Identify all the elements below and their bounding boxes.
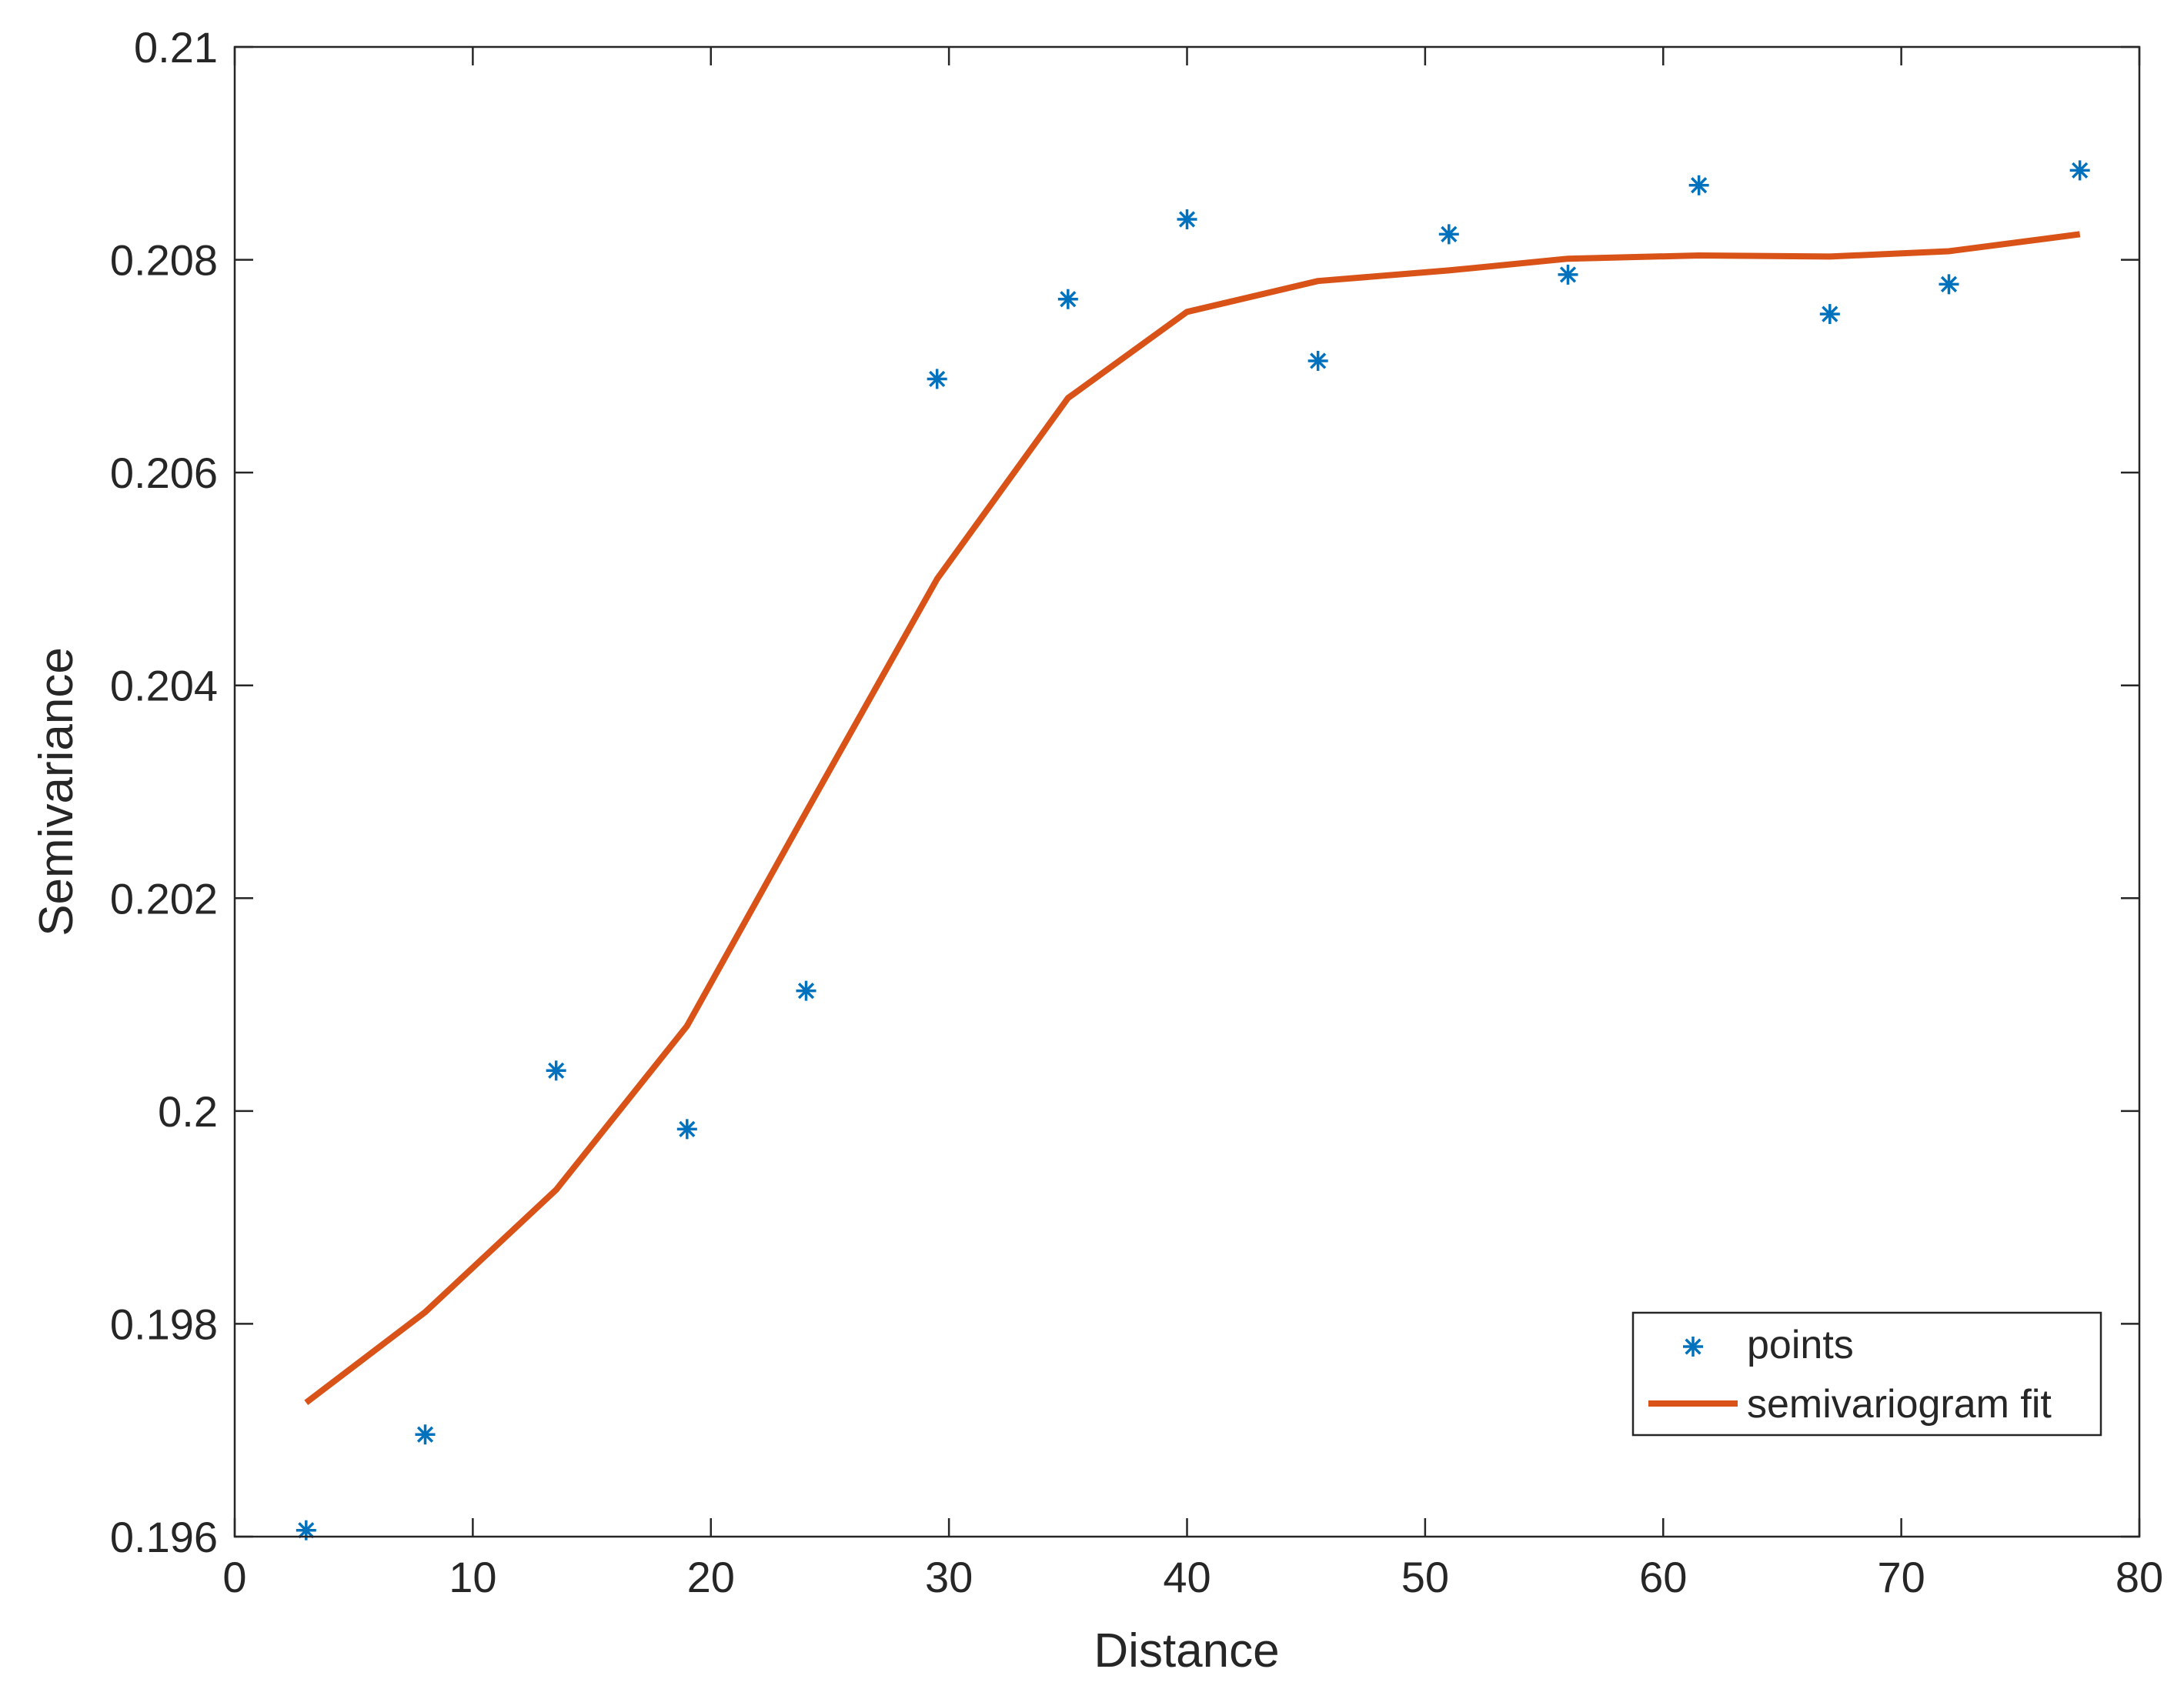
data-point bbox=[1438, 224, 1459, 245]
x-tick-label: 60 bbox=[1639, 1553, 1687, 1601]
plot-area-border bbox=[233, 45, 2141, 1538]
legend-asterisk-icon bbox=[1683, 1337, 1703, 1357]
legend-points-marker bbox=[1683, 1337, 1703, 1357]
y-tick-label: 0.202 bbox=[110, 874, 218, 923]
x-tick-label: 70 bbox=[1877, 1553, 1925, 1601]
x-axis-label: Distance bbox=[1094, 1624, 1279, 1677]
data-point bbox=[1819, 304, 1840, 325]
data-point bbox=[1057, 289, 1078, 309]
x-tick-label: 30 bbox=[925, 1553, 973, 1601]
data-point bbox=[676, 1119, 697, 1140]
y-tick-label: 0.198 bbox=[110, 1300, 218, 1348]
series-layer bbox=[296, 160, 2090, 1540]
x-tick-label: 40 bbox=[1163, 1553, 1211, 1601]
x-tick-label: 20 bbox=[687, 1553, 735, 1601]
y-axis-label: Semivariance bbox=[30, 647, 83, 936]
data-point bbox=[796, 980, 816, 1001]
legend-points-label: points bbox=[1747, 1323, 1854, 1367]
data-point bbox=[1307, 350, 1328, 371]
data-point bbox=[546, 1060, 566, 1081]
data-point bbox=[2069, 160, 2090, 181]
legend: points semivariogram fit bbox=[1631, 1311, 2102, 1437]
plot-area-background bbox=[235, 47, 2139, 1537]
y-tick-label: 0.2 bbox=[158, 1087, 218, 1136]
x-tick-label: 0 bbox=[222, 1553, 246, 1601]
data-point bbox=[1688, 175, 1709, 195]
x-tick-label: 80 bbox=[2116, 1553, 2163, 1601]
data-point bbox=[1177, 209, 1197, 230]
legend-fit-label: semivariogram fit bbox=[1747, 1382, 2052, 1427]
data-point bbox=[1939, 274, 1959, 295]
y-tick-label: 0.196 bbox=[110, 1513, 218, 1561]
legend-box bbox=[1631, 1311, 2102, 1437]
y-tick-label: 0.208 bbox=[110, 236, 218, 285]
y-tick-label: 0.21 bbox=[134, 23, 218, 72]
data-point bbox=[927, 369, 947, 389]
tick-labels: 0 10 20 30 40 50 60 70 80 0.196 0.198 0.2 0.202 0.204… bbox=[110, 23, 2163, 1601]
x-tick-label: 50 bbox=[1401, 1553, 1449, 1601]
y-tick-label: 0.206 bbox=[110, 449, 218, 497]
y-tick-label: 0.204 bbox=[110, 662, 218, 710]
semivariogram-fit-line bbox=[304, 231, 2081, 1405]
data-point bbox=[415, 1424, 436, 1445]
x-tick-label: 10 bbox=[449, 1553, 496, 1601]
data-point bbox=[1558, 264, 1578, 285]
